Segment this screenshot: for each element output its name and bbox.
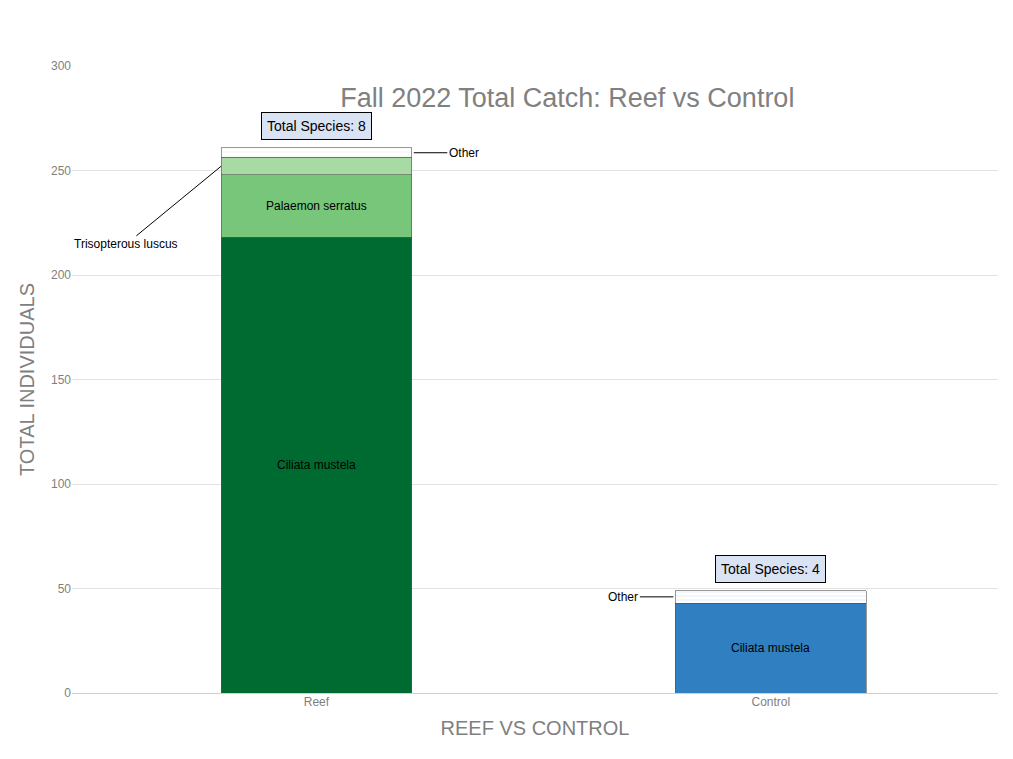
svg-text:Total Species: 8: Total Species: 8 (267, 118, 366, 134)
svg-text:250: 250 (51, 164, 71, 178)
svg-text:Fall 2022 Total Catch: Reef vs: Fall 2022 Total Catch: Reef vs Control (340, 83, 794, 113)
svg-text:300: 300 (51, 59, 71, 73)
svg-text:Other: Other (449, 146, 479, 160)
svg-text:Ciliata mustela: Ciliata mustela (277, 458, 356, 472)
svg-text:Trisopterous luscus: Trisopterous luscus (74, 237, 178, 251)
svg-text:Control: Control (751, 695, 790, 709)
svg-text:200: 200 (51, 268, 71, 282)
svg-text:Other: Other (608, 590, 638, 604)
svg-text:Reef: Reef (304, 695, 330, 709)
svg-text:100: 100 (51, 477, 71, 491)
svg-text:Ciliata mustela: Ciliata mustela (731, 641, 810, 655)
svg-text:150: 150 (51, 373, 71, 387)
svg-text:Total Species: 4: Total Species: 4 (721, 561, 820, 577)
svg-text:0: 0 (64, 686, 71, 700)
svg-text:50: 50 (58, 582, 72, 596)
svg-text:TOTAL INDIVIDUALS: TOTAL INDIVIDUALS (16, 283, 38, 476)
svg-text:REEF VS CONTROL: REEF VS CONTROL (441, 717, 630, 739)
svg-text:Palaemon serratus: Palaemon serratus (266, 199, 367, 213)
